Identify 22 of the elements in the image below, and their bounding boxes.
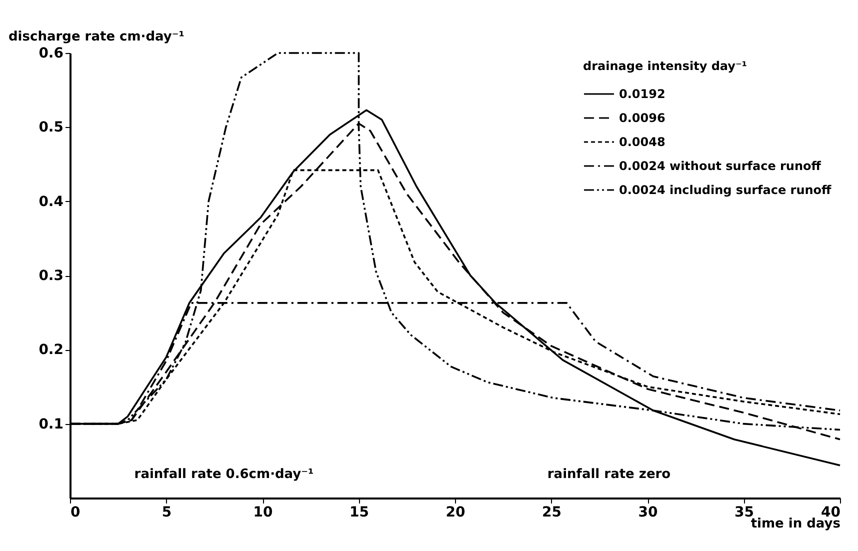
y-tick-label: 0.2 bbox=[38, 342, 64, 358]
x-tick-label: 10 bbox=[253, 504, 273, 520]
y-tick-label: 0.1 bbox=[38, 416, 64, 432]
x-tick-label: 5 bbox=[162, 504, 172, 520]
y-tick-label: 0.3 bbox=[38, 268, 64, 284]
x-tick-label: 25 bbox=[542, 504, 562, 520]
legend-title: drainage intensity day⁻¹ bbox=[583, 59, 748, 73]
y-tick-label: 0.5 bbox=[38, 120, 64, 136]
y-axis-title: discharge rate cm·day⁻¹ bbox=[8, 30, 184, 44]
legend-label: 0.0024 without surface runoff bbox=[619, 159, 822, 173]
x-tick-label: 0 bbox=[70, 504, 80, 520]
x-tick-label: 20 bbox=[446, 504, 466, 520]
legend-label: 0.0048 bbox=[619, 135, 666, 149]
x-tick-label: 15 bbox=[350, 504, 369, 520]
legend-label: 0.0024 including surface runoff bbox=[619, 183, 832, 197]
x-tick-label: 30 bbox=[638, 504, 658, 520]
y-tick-label: 0.4 bbox=[38, 194, 64, 210]
annotation: rainfall rate zero bbox=[547, 467, 671, 482]
y-tick-label: 0.6 bbox=[38, 46, 64, 62]
legend-label: 0.0192 bbox=[619, 87, 666, 101]
legend-label: 0.0096 bbox=[619, 111, 666, 125]
annotation: rainfall rate 0.6cm·day⁻¹ bbox=[134, 467, 314, 482]
